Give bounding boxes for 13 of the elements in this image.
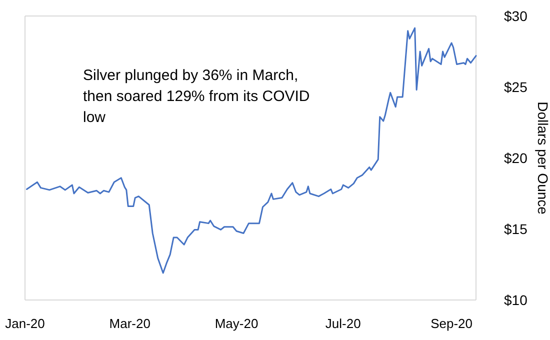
x-tick-label: Jan-20 — [5, 316, 45, 331]
x-tick-label: Jul-20 — [325, 316, 361, 331]
y-tick-label: $25 — [504, 78, 528, 95]
line-series — [26, 27, 477, 274]
x-tick-label: Mar-20 — [109, 316, 150, 331]
annotation: Silver plunged by 36% in March, then soared 129% from its COVID low — [83, 67, 310, 126]
y-tick-label: $20 — [504, 150, 528, 166]
y-tick-label: $10 — [504, 292, 528, 308]
y-tick-label: $30 — [504, 8, 528, 24]
y-tick-label: $15 — [504, 220, 528, 237]
x-tick-label: Sep-20 — [430, 316, 472, 331]
y-axis-title: Dollars per Ounce — [535, 102, 550, 215]
x-tick-label: May-20 — [214, 316, 258, 331]
